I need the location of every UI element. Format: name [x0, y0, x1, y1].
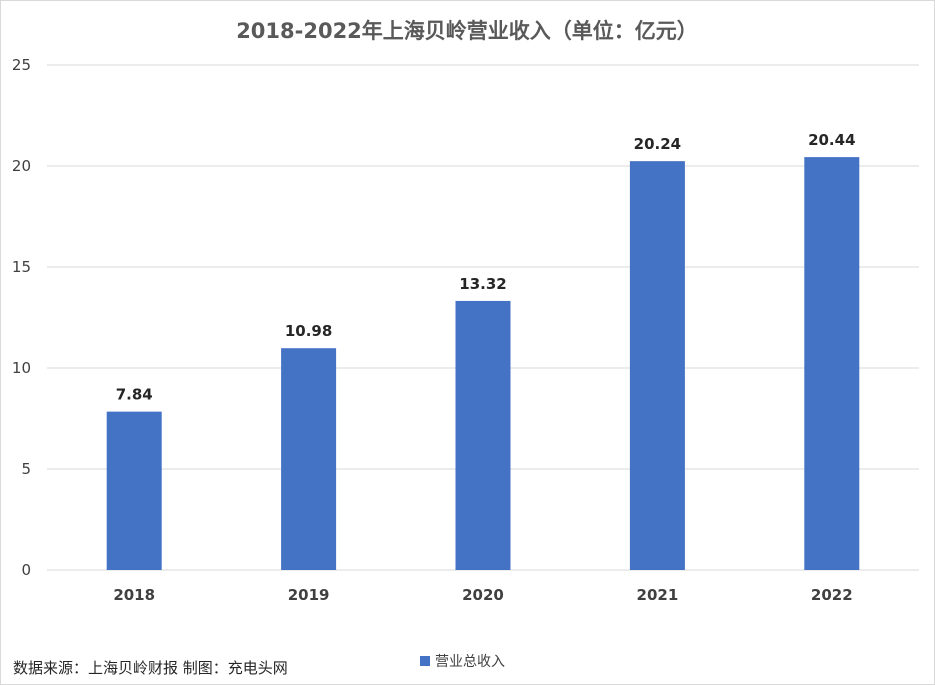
y-axis-ticks: 0 5 10 15 20 25	[12, 56, 31, 579]
y-tick-label: 0	[21, 561, 31, 579]
bar-2022	[804, 157, 860, 570]
x-tick-label-2021: 2021	[637, 586, 679, 604]
bar-2018	[106, 411, 162, 570]
bar-2021	[629, 161, 685, 571]
legend: 营业总收入	[420, 654, 505, 670]
chart-title: 2018-2022年上海贝岭营业收入（单位：亿元）	[236, 19, 698, 43]
x-tick-label-2018: 2018	[113, 586, 155, 604]
legend-swatch-icon	[420, 656, 430, 666]
y-tick-label: 20	[12, 157, 31, 175]
x-tick-label-2019: 2019	[288, 586, 330, 604]
y-tick-label: 25	[12, 56, 31, 74]
x-axis-ticks: 2018 2019 2020 2021 2022	[113, 586, 852, 604]
bar-2019	[281, 348, 337, 570]
data-label-2021: 20.24	[634, 135, 681, 153]
x-tick-label-2022: 2022	[811, 586, 853, 604]
y-tick-label: 15	[12, 258, 31, 276]
source-note: 数据来源：上海贝岭财报 制图：充电头网	[13, 659, 288, 677]
x-tick-label-2020: 2020	[462, 586, 504, 604]
data-label-2020: 13.32	[459, 275, 506, 293]
data-labels: 7.84 10.98 13.32 20.24 20.44	[116, 131, 856, 404]
legend-label: 营业总收入	[435, 654, 505, 670]
data-label-2022: 20.44	[808, 131, 855, 149]
data-label-2018: 7.84	[116, 386, 153, 404]
bars	[106, 157, 860, 571]
bar-2020	[455, 300, 511, 570]
y-tick-label: 5	[21, 460, 31, 478]
data-label-2019: 10.98	[285, 322, 332, 340]
y-tick-label: 10	[12, 359, 31, 377]
